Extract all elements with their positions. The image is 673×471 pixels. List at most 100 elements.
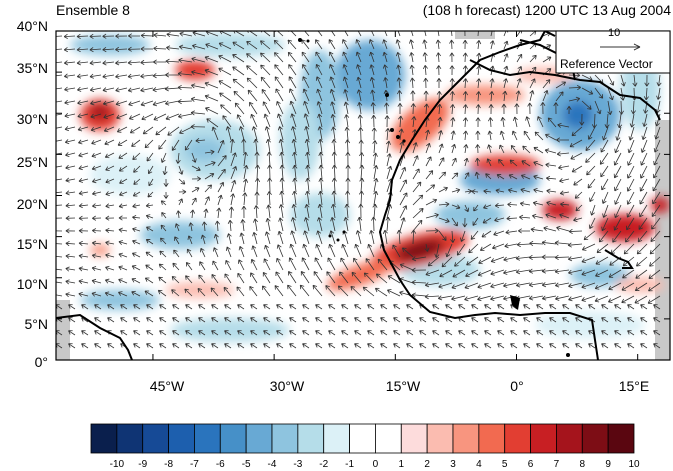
wind-arrow: [107, 343, 115, 349]
colorbar-label: 1: [398, 459, 405, 470]
wind-arrow: [56, 266, 63, 272]
wind-arrow: [105, 265, 115, 271]
wind-arrow: [344, 114, 350, 128]
wind-arrow: [177, 84, 193, 91]
wind-arrow: [355, 230, 362, 245]
wind-arrow: [63, 60, 76, 66]
wind-arrow: [527, 102, 533, 115]
wind-arrow: [329, 76, 336, 89]
wind-arrow: [614, 330, 622, 336]
wind-arrow: [345, 151, 351, 167]
wind-arrow: [191, 165, 201, 172]
wind-arrow: [132, 215, 141, 221]
wind-arrow: [358, 127, 364, 141]
wind-arrow: [650, 230, 661, 243]
wind-arrow: [594, 295, 609, 303]
wind-arrow: [91, 178, 102, 184]
wind-arrow: [305, 151, 311, 167]
wind-arrow: [291, 203, 297, 219]
wind-arrow: [184, 288, 193, 297]
wind-arrow: [131, 265, 141, 271]
wind-arrow: [397, 90, 403, 102]
wind-arrow: [224, 343, 232, 349]
wind-arrow: [636, 243, 648, 255]
wind-arrow: [238, 245, 245, 258]
wind-arrow: [300, 270, 310, 284]
wind-arrow: [380, 304, 388, 310]
wind-arrow: [241, 138, 247, 154]
wind-arrow: [141, 113, 154, 121]
wind-arrow: [546, 188, 557, 194]
wind-arrow: [204, 184, 212, 193]
wind-arrow: [425, 129, 431, 141]
wind-arrow: [263, 113, 271, 128]
wind-arrow: [178, 44, 193, 50]
wind-arrow: [477, 295, 492, 302]
wind-arrow: [94, 317, 102, 323]
wind-arrow: [503, 256, 518, 262]
wind-arrow: [554, 240, 570, 246]
wind-arrow: [464, 204, 470, 213]
wind-arrow: [356, 76, 362, 89]
wind-arrow: [399, 141, 405, 154]
wind-arrow: [588, 304, 596, 310]
wind-arrow: [152, 100, 167, 107]
wind-arrow: [628, 126, 635, 141]
colorbar-label: -2: [319, 459, 329, 470]
wind-arrow: [386, 165, 393, 180]
wind-arrow: [344, 203, 350, 219]
wind-arrow: [558, 164, 570, 170]
wind-arrow: [462, 39, 468, 50]
wind-arrow: [490, 256, 505, 263]
wind-arrow: [246, 77, 258, 89]
wind-arrow: [56, 279, 63, 284]
wind-arrow: [451, 172, 459, 180]
wind-arrow: [92, 203, 102, 209]
wind-arrow: [639, 204, 648, 218]
wind-arrow: [255, 164, 261, 180]
y-tick-label: 35°N: [16, 60, 48, 76]
wind-arrow: [380, 330, 388, 336]
wind-arrow: [473, 204, 479, 212]
wind-arrow: [640, 152, 648, 166]
wind-arrow: [574, 191, 583, 199]
wind-arrow: [503, 53, 509, 63]
wind-arrow: [303, 100, 310, 115]
wind-arrow: [640, 139, 648, 153]
wind-arrow: [652, 165, 661, 179]
wind-arrow: [528, 254, 544, 260]
wind-arrow: [249, 285, 258, 297]
wind-arrow: [289, 243, 297, 258]
wind-arrow: [254, 178, 261, 193]
wind-arrow: [556, 137, 570, 143]
wind-arrow: [276, 343, 284, 349]
x-tick-label: 30°W: [269, 378, 305, 394]
wind-arrow: [474, 171, 480, 180]
wind-arrow: [315, 63, 323, 76]
wind-arrow: [489, 91, 495, 102]
wind-arrow: [179, 126, 193, 135]
wind-arrow: [292, 177, 298, 193]
land-mask: [455, 31, 495, 39]
wind-arrow: [78, 240, 89, 246]
wind-arrow: [220, 104, 232, 115]
wind-arrow: [185, 317, 193, 323]
wind-arrow: [519, 214, 531, 220]
wind-arrow: [497, 304, 505, 310]
wind-arrow: [640, 304, 648, 310]
wind-arrow: [128, 113, 141, 120]
wind-arrow: [118, 215, 128, 221]
wind-arrow: [159, 250, 167, 258]
wind-arrow: [105, 191, 115, 197]
wind-arrow: [567, 242, 583, 248]
wind-arrow: [105, 253, 115, 259]
wind-arrow: [305, 190, 311, 206]
wind-arrow: [409, 39, 414, 50]
wind-arrow: [68, 304, 76, 310]
wind-arrow: [541, 240, 557, 246]
wind-arrow: [120, 330, 128, 336]
wind-arrow: [131, 290, 141, 297]
wind-arrow: [529, 240, 544, 247]
wind-arrow: [250, 343, 258, 349]
wind-arrow: [534, 131, 544, 141]
